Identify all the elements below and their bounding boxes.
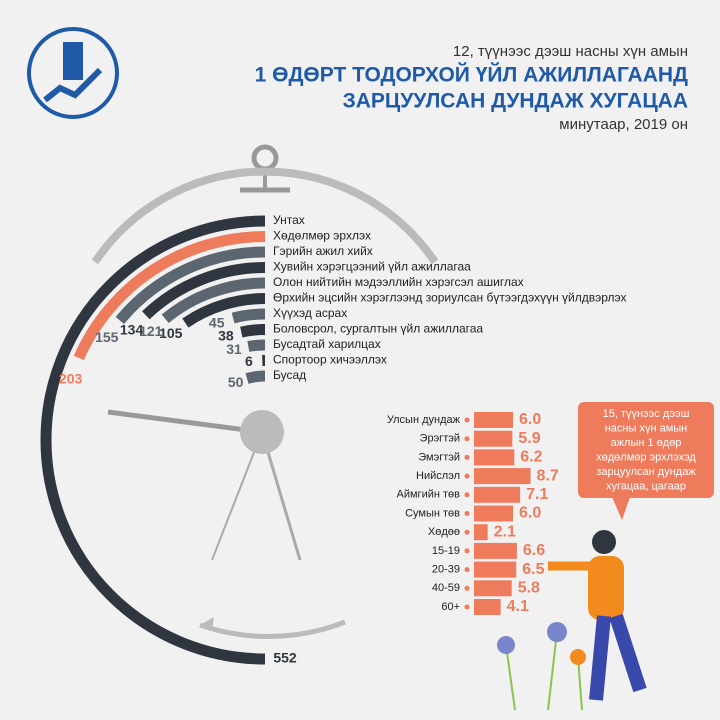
title: 1 ӨДӨРТ ТОДОРХОЙ ҮЙЛ АЖИЛЛАГААНД [255,63,688,87]
callout [578,402,714,520]
radial-bar [240,324,266,338]
value-label: 4.1 [507,598,529,615]
value-label: 6.0 [519,411,541,428]
category-label: Спортоор хичээллэх [273,353,387,367]
dot [464,454,470,460]
dot [464,585,470,591]
dot [464,473,470,479]
bar [474,430,513,447]
category-label: Эрэгтэй [420,433,460,445]
dot [464,604,470,610]
dot [464,567,470,573]
dot [464,436,470,442]
callout-text: насны хүн амын [605,422,688,434]
radial-bar [231,308,266,324]
bar [474,449,515,466]
callout-text: хөдөлмөр эрхлэхэд [596,451,696,463]
category-label: Эмэгтэй [418,451,460,463]
bar [474,542,517,559]
value-label: 6.5 [522,561,544,578]
value-label: 8.7 [537,467,559,484]
clock-decor [91,144,439,639]
person [548,530,647,701]
bar [474,412,513,428]
value-label: 134 [120,321,144,337]
value-label: 6.0 [519,505,541,522]
value-label: 121 [139,323,163,339]
value-label: 155 [95,329,119,345]
callout-text: зарцуулсан дундаж [596,466,696,478]
category-label: Хувийн хэрэгцээний үйл ажиллагаа [273,260,471,274]
value-label: 105 [159,325,183,341]
value-label: 5.9 [518,430,540,447]
category-label: 60+ [441,601,460,613]
category-label: Унтах [273,213,305,227]
value-label: 2.1 [494,523,516,540]
category-label: 15-19 [432,545,460,557]
radial-bar [182,293,266,328]
category-label: Бусад [273,368,306,382]
value-label: 45 [209,314,225,330]
callout-text: хугацаа, цагаар [606,480,686,492]
value-label: 6.2 [520,449,542,466]
category-label: Улсын дундаж [387,414,461,426]
radial-bar [247,339,266,352]
bar [474,561,517,578]
category-label: Хүүхэд асрах [273,306,347,320]
category-label: Боловсрол, сургалтын үйл ажиллагаа [273,322,483,336]
category-label: Хөдөө [428,526,460,538]
dot [464,511,470,516]
bar [474,486,521,503]
radial-bar [245,370,266,384]
dot [464,492,470,498]
value-label: 6 [245,353,253,369]
category-label: Аймгийн төв [397,489,461,501]
bar [474,524,488,541]
value-label: 203 [59,371,83,387]
bar [474,468,531,485]
radial-bar [40,215,266,665]
subtitle: 12, түүнээс дээш насны хүн амын [453,43,688,60]
value-label: 38 [218,327,234,343]
callout-text: 15, түүнээс дээш [603,408,690,420]
category-label: Гэрийн ажил хийх [273,244,373,258]
category-label: Бусадтай харилцах [273,337,381,351]
logo [27,27,119,119]
bar [474,580,512,597]
dot [464,529,470,535]
bar [474,599,501,615]
category-label: Хөдөлмөр эрхлэх [273,229,371,243]
radial-bar [73,231,266,361]
value-label: 31 [226,341,242,357]
dot [464,417,470,423]
category-label: 40-59 [432,582,460,594]
radial-bar [161,277,266,324]
category-label: 20-39 [432,564,460,576]
radial-bar [115,246,266,325]
bar [474,505,513,522]
category-label: Сумын төв [405,507,460,519]
category-label: Олон нийтийн мэдээллийн хэрэгсэл ашиглах [273,275,524,289]
flowers [497,622,586,711]
value-label: 6.6 [523,542,545,559]
value-label: 552 [273,650,297,666]
value-label: 7.1 [526,486,548,503]
value-label: 50 [228,374,244,390]
radial-bar [142,262,266,320]
title: ЗАРЦУУЛСАН ДУНДАЖ ХУГАЦАА [343,90,688,113]
dot [464,548,470,554]
category-label: Нийслэл [416,470,460,482]
category-label: Өрхийн эцсийн хэрэглээнд зориулсан бүтээ… [273,291,627,305]
unit: минутаар, 2019 он [559,116,688,133]
value-label: 5.8 [518,580,540,597]
callout-text: ажлын 1 өдөр [611,437,682,449]
